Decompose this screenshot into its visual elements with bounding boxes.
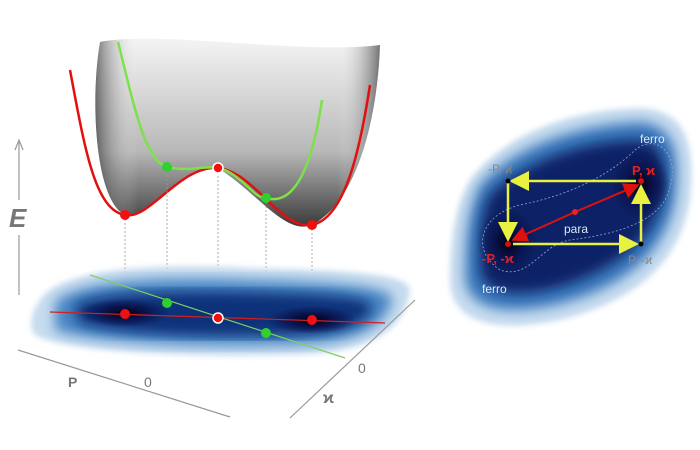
saddle-left bbox=[162, 162, 172, 172]
contour-map-right bbox=[450, 108, 692, 326]
para-max bbox=[212, 162, 224, 174]
state-neg-p-neg-k: -P, -ϰ bbox=[482, 251, 514, 266]
p-axis-label: P bbox=[68, 374, 77, 390]
contour-map-left bbox=[31, 266, 410, 359]
para-label: para bbox=[564, 222, 588, 236]
state-pos-p-pos-k: P, ϰ bbox=[632, 163, 655, 178]
surface-points bbox=[120, 162, 317, 230]
saddle-right bbox=[261, 193, 271, 203]
energy-axis-label: E bbox=[9, 203, 27, 233]
transition-arrows bbox=[498, 171, 651, 254]
kappa-axis-zero: 0 bbox=[358, 360, 366, 376]
ferro-label-bottom: ferro bbox=[482, 282, 507, 296]
p-axis-zero: 0 bbox=[144, 374, 152, 390]
axes-left bbox=[14, 138, 416, 419]
state-neg-p-pos-k: -P, ϰ bbox=[488, 162, 512, 176]
ferro-label-top: ferro bbox=[640, 132, 665, 146]
kappa-axis bbox=[289, 299, 416, 419]
ferro-min-left bbox=[120, 210, 130, 220]
ferro-min-right bbox=[307, 220, 317, 230]
energy-surface bbox=[68, 38, 380, 227]
kappa-axis-label: ϰ bbox=[323, 390, 334, 407]
state-pos-p-neg-k: P, -ϰ bbox=[628, 253, 652, 267]
p-axis bbox=[17, 349, 231, 418]
